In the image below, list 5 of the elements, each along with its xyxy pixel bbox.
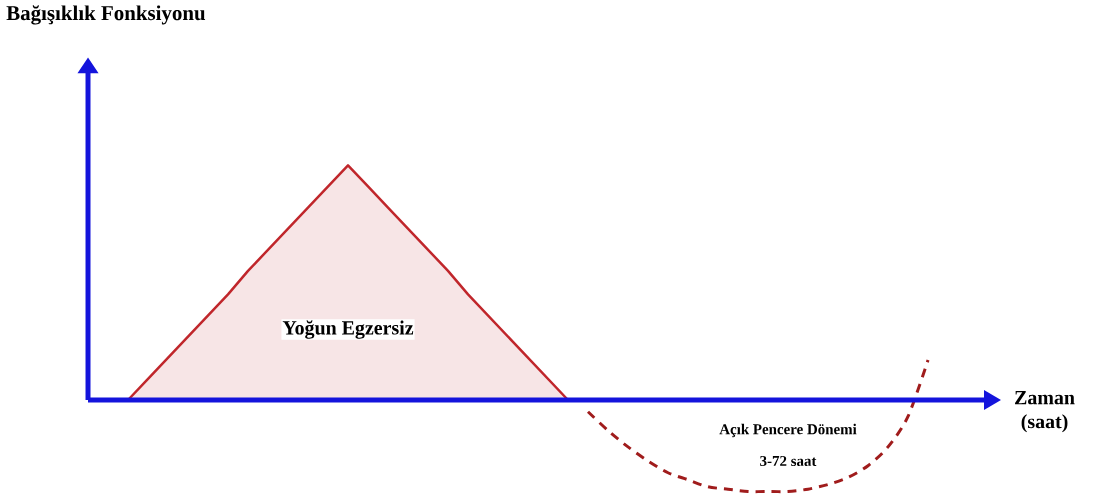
annotation: 3-72 saat xyxy=(760,455,817,467)
annotation: Açık Pencere Dönemi xyxy=(719,423,857,438)
annotation: Yoğun Egzersiz xyxy=(282,320,414,339)
x-axis-title: Zaman (saat) xyxy=(1015,391,1075,433)
text: Bağışıklık Fonksiyonu xyxy=(6,5,206,25)
